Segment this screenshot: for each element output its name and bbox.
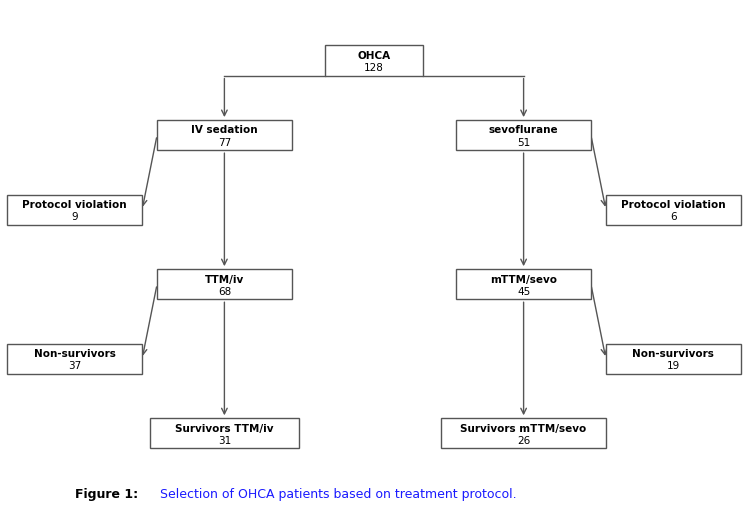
FancyBboxPatch shape: [456, 269, 591, 300]
FancyBboxPatch shape: [7, 195, 142, 225]
Text: Protocol violation: Protocol violation: [22, 200, 127, 210]
FancyBboxPatch shape: [325, 46, 423, 76]
FancyBboxPatch shape: [157, 269, 292, 300]
Text: 45: 45: [517, 287, 530, 296]
FancyBboxPatch shape: [606, 344, 741, 374]
Text: 19: 19: [666, 361, 680, 371]
Text: Non-survivors: Non-survivors: [632, 349, 714, 359]
Text: Survivors mTTM/sevo: Survivors mTTM/sevo: [461, 423, 586, 434]
Text: mTTM/sevo: mTTM/sevo: [490, 274, 557, 285]
Text: 9: 9: [72, 212, 78, 222]
Text: 68: 68: [218, 287, 231, 296]
Text: 77: 77: [218, 138, 231, 147]
Text: Non-survivors: Non-survivors: [34, 349, 116, 359]
FancyBboxPatch shape: [456, 120, 591, 150]
Text: IV sedation: IV sedation: [191, 125, 258, 136]
Text: 6: 6: [670, 212, 676, 222]
Text: 51: 51: [517, 138, 530, 147]
Text: 128: 128: [364, 63, 384, 73]
Text: Survivors TTM/iv: Survivors TTM/iv: [175, 423, 274, 434]
Text: 31: 31: [218, 436, 231, 446]
Text: OHCA: OHCA: [358, 51, 390, 61]
Text: 37: 37: [68, 361, 82, 371]
FancyBboxPatch shape: [157, 120, 292, 150]
FancyBboxPatch shape: [7, 344, 142, 374]
Text: 26: 26: [517, 436, 530, 446]
FancyBboxPatch shape: [150, 418, 299, 449]
Text: TTM/iv: TTM/iv: [205, 274, 244, 285]
FancyBboxPatch shape: [606, 195, 741, 225]
Text: Figure 1:: Figure 1:: [75, 487, 138, 501]
Text: Selection of OHCA patients based on treatment protocol.: Selection of OHCA patients based on trea…: [156, 487, 516, 501]
FancyBboxPatch shape: [441, 418, 606, 449]
Text: Protocol violation: Protocol violation: [621, 200, 726, 210]
Text: sevoflurane: sevoflurane: [488, 125, 559, 136]
